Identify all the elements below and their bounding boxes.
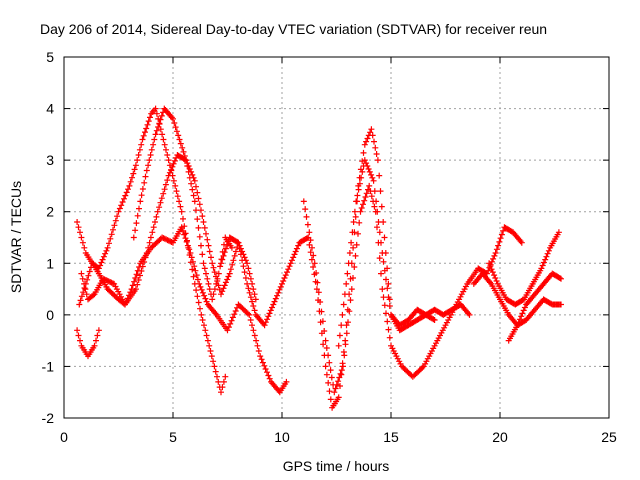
- data-points: [74, 105, 564, 411]
- chart-title: Day 206 of 2014, Sidereal Day-to-day VTE…: [40, 21, 547, 37]
- series-track-g: [300, 182, 525, 396]
- series-marks: [218, 126, 473, 411]
- x-tick-label: 0: [60, 429, 68, 445]
- series-track-e: [74, 327, 102, 360]
- x-axis-ticks: 0 5 10 15 20 25: [60, 57, 617, 445]
- series-marks: [76, 224, 290, 396]
- series-track-k: [505, 270, 564, 344]
- y-tick-label: -1: [42, 358, 55, 374]
- series-track-j: [486, 229, 562, 308]
- series-track-c: [76, 224, 290, 396]
- series-track-i: [470, 270, 564, 329]
- y-tick-label: 1: [46, 255, 54, 271]
- x-tick-label: 15: [383, 429, 399, 445]
- series-marks: [486, 229, 562, 308]
- x-tick-label: 25: [601, 429, 617, 445]
- y-tick-label: 3: [46, 152, 54, 168]
- y-tick-label: 4: [46, 101, 54, 117]
- series-marks: [300, 182, 525, 396]
- x-tick-label: 20: [492, 429, 508, 445]
- x-tick-label: 10: [274, 429, 290, 445]
- series-marks: [470, 270, 564, 329]
- plot-frame: [63, 56, 610, 419]
- series-track-d: [78, 152, 259, 308]
- series-track-f: [218, 126, 473, 411]
- y-tick-label: 5: [46, 49, 54, 65]
- x-axis-label: GPS time / hours: [283, 458, 390, 474]
- series-track-h: [335, 157, 438, 349]
- series-marks: [78, 152, 259, 308]
- grid-lines: [64, 57, 609, 418]
- y-tick-label: -2: [42, 410, 55, 426]
- series-marks: [130, 105, 235, 303]
- series-marks: [505, 270, 564, 344]
- series-marks: [335, 157, 438, 349]
- series-marks: [74, 327, 102, 360]
- x-tick-label: 5: [169, 429, 177, 445]
- series-track-b: [130, 105, 235, 303]
- y-tick-label: 0: [46, 307, 54, 323]
- y-axis-label: SDTVAR / TECUs: [8, 181, 24, 293]
- y-axis-ticks: -2 -1 0 1 2 3 4 5: [42, 49, 609, 426]
- y-tick-label: 2: [46, 204, 54, 220]
